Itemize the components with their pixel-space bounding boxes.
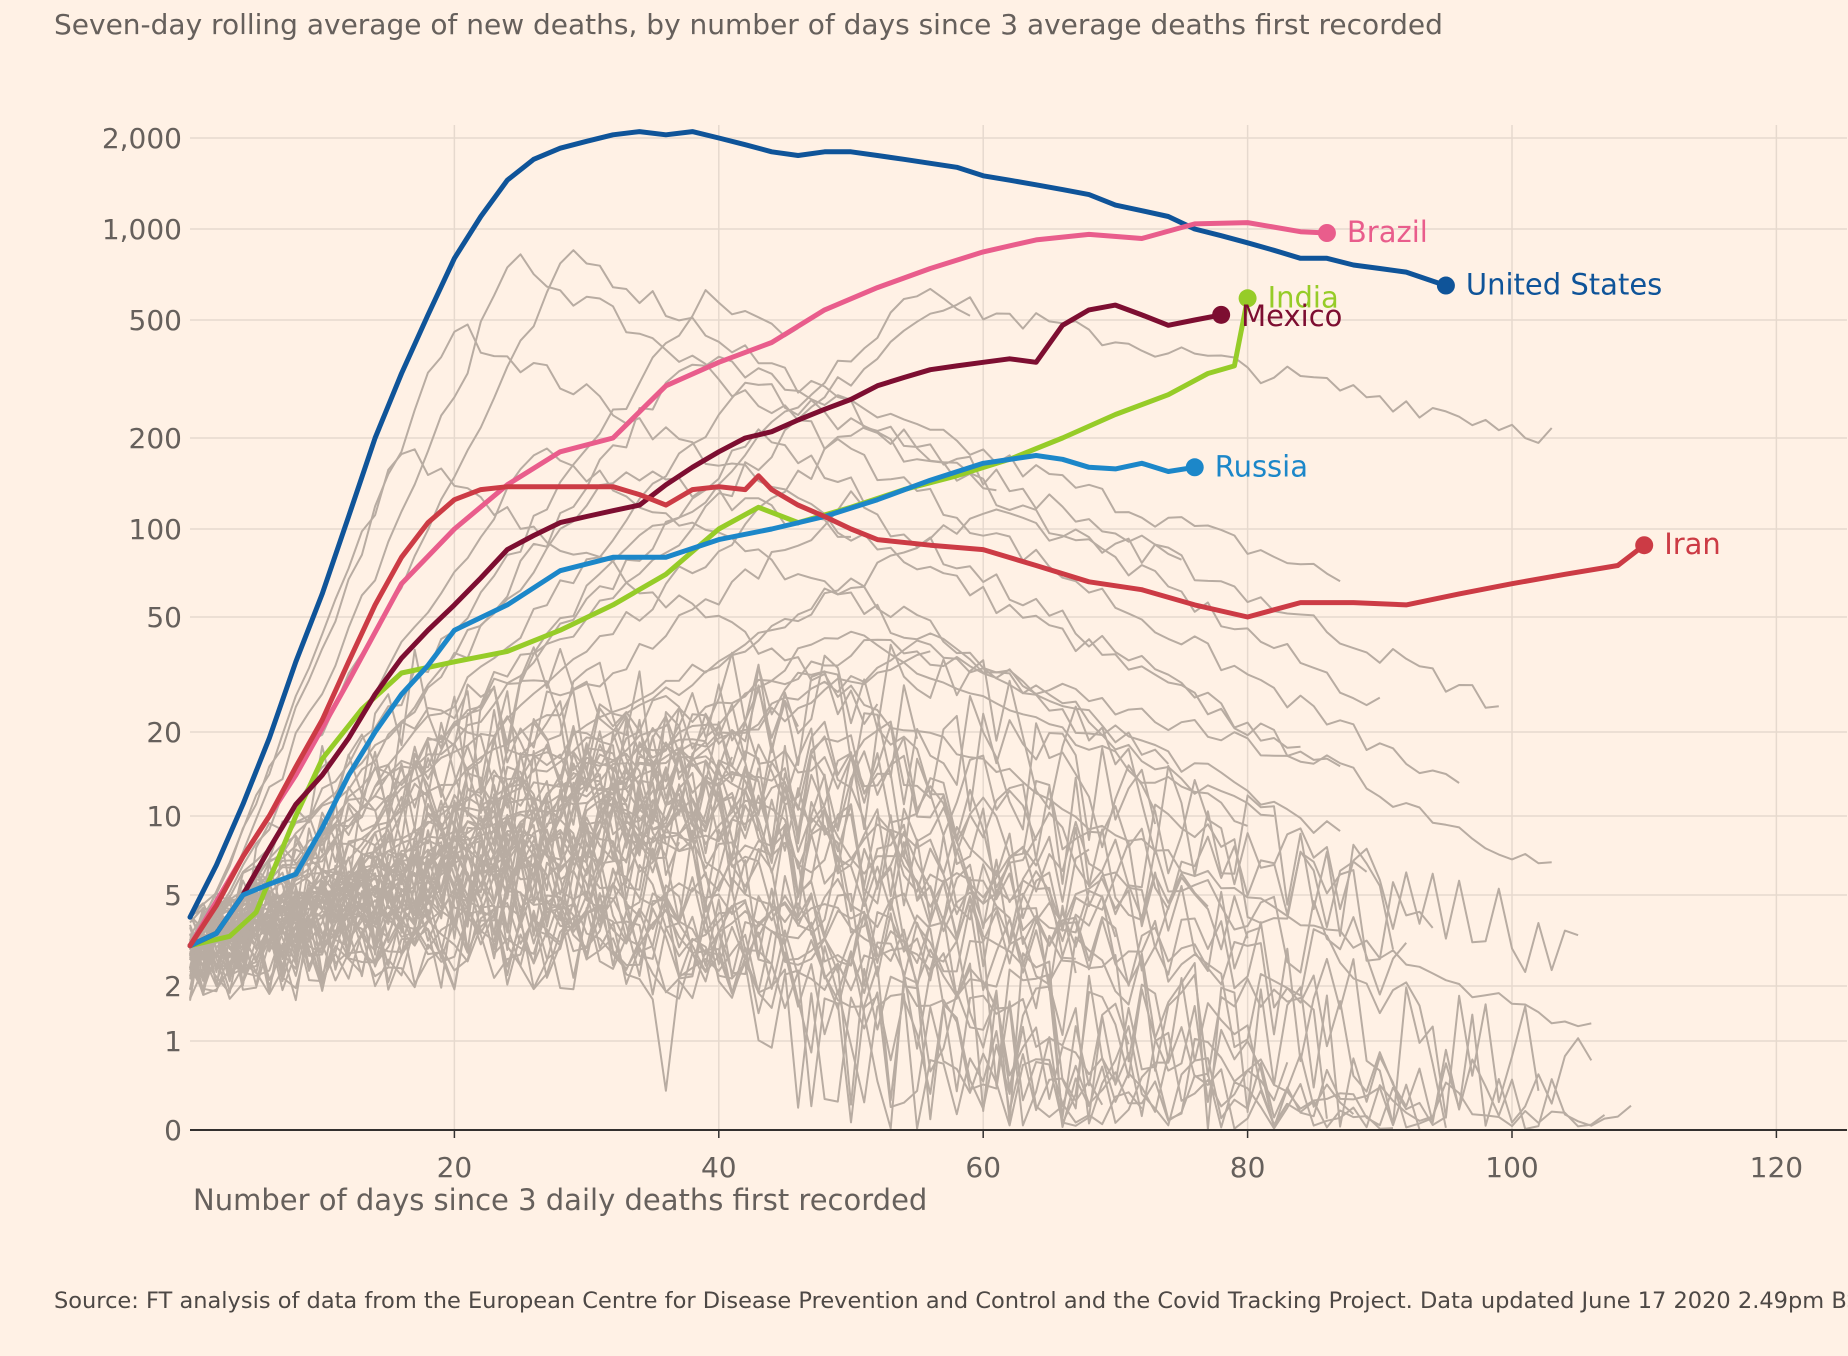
chart-title: Seven-day rolling average of new deaths,… xyxy=(54,8,1443,41)
other-country-line xyxy=(189,898,932,995)
other-country-line xyxy=(189,447,1341,951)
series-end-dot-brazil xyxy=(1317,223,1336,242)
x-tick-label: 100 xyxy=(1485,1151,1538,1184)
other-country-line xyxy=(189,724,747,977)
series-label-india: India xyxy=(1268,280,1339,314)
y-tick-label: 500 xyxy=(129,304,182,337)
axes: 0 1 2 5 10 20 50 100 200 500 1,000 2,000 20 40 60 80 100… xyxy=(102,122,1847,1184)
series-label-brazil: Brazil xyxy=(1347,215,1428,249)
other-country-line xyxy=(189,355,1341,945)
y-tick-label: 0 xyxy=(164,1114,182,1147)
source-note: Source: FT analysis of data from the Eur… xyxy=(54,1288,1848,1314)
other-country-line xyxy=(189,904,1170,1130)
series-end-dot-india xyxy=(1238,289,1257,308)
series-line-russia xyxy=(187,453,1198,949)
x-tick-label: 20 xyxy=(437,1151,473,1184)
x-axis-label: Number of days since 3 daily deaths firs… xyxy=(193,1183,928,1217)
other-country-line xyxy=(189,692,1407,996)
y-tick-label: 100 xyxy=(129,513,182,546)
other-country-line xyxy=(189,813,1090,990)
other-country-line xyxy=(189,651,1157,978)
other-country-line xyxy=(189,508,1182,947)
y-tick-label: 50 xyxy=(146,601,182,634)
series-label-iran: Iran xyxy=(1664,527,1721,561)
series-line-iran xyxy=(187,473,1647,949)
x-tick-label: 60 xyxy=(965,1151,1001,1184)
series-end-dot-united-states xyxy=(1436,276,1455,295)
series-end-dot-russia xyxy=(1185,458,1204,477)
series-label-russia: Russia xyxy=(1215,449,1308,483)
series-end-dot-mexico xyxy=(1212,305,1231,324)
series-end-dot-iran xyxy=(1635,536,1654,555)
x-tick-label: 80 xyxy=(1230,1151,1266,1184)
y-tick-label: 20 xyxy=(146,716,182,749)
series-line-united-states xyxy=(187,129,1449,920)
other-country-line xyxy=(189,648,681,973)
y-tick-label: 200 xyxy=(129,422,182,455)
other-country-line xyxy=(189,894,1447,1127)
other-country-line xyxy=(189,892,1540,1126)
highlighted-series xyxy=(187,129,1654,949)
series-label-united-states: United States xyxy=(1466,268,1662,302)
other-country-line xyxy=(189,470,851,948)
other-country-line xyxy=(189,745,1447,1129)
y-tick-label: 1 xyxy=(164,1025,182,1058)
other-country-line xyxy=(189,887,1593,1131)
other-country-line xyxy=(189,894,1130,1119)
y-tick-label: 1,000 xyxy=(102,213,182,246)
y-tick-label: 2,000 xyxy=(102,122,182,155)
y-tick-label: 5 xyxy=(164,879,182,912)
other-country-line xyxy=(189,782,1209,953)
other-countries-lines xyxy=(189,249,1632,1131)
other-country-line xyxy=(189,253,1460,941)
other-country-line xyxy=(189,720,1038,970)
y-tick-label: 2 xyxy=(164,970,182,1003)
x-tick-label: 40 xyxy=(701,1151,737,1184)
series-line-brazil xyxy=(187,220,1330,949)
series-line-mexico xyxy=(187,302,1224,949)
other-country-line xyxy=(189,323,1552,944)
x-tick-label: 120 xyxy=(1750,1151,1803,1184)
y-tick-label: 10 xyxy=(146,800,182,833)
series-line-india xyxy=(187,295,1251,949)
other-country-line xyxy=(189,643,1394,971)
other-country-line xyxy=(189,428,878,948)
other-country-line xyxy=(189,784,1421,1130)
other-country-line xyxy=(189,765,1090,990)
series-label-mexico: Mexico xyxy=(1241,299,1342,333)
